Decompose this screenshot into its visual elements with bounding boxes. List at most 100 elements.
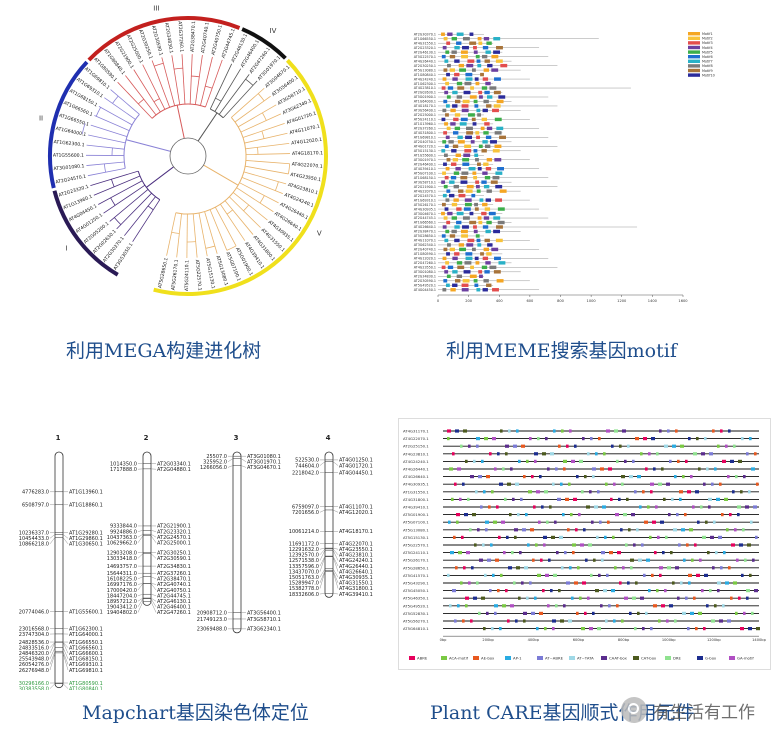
plantcare-element-mark [464, 513, 468, 517]
plantcare-element-mark [511, 551, 514, 555]
plantcare-element-mark [686, 543, 689, 547]
meme-motif-box [482, 202, 488, 207]
meme-motif-box [473, 50, 478, 54]
meme-motif-box [476, 288, 481, 292]
meme-motif-box [481, 117, 487, 122]
meme-motif-box [472, 171, 477, 175]
plantcare-element-mark [537, 437, 540, 441]
plantcare-element-mark [457, 467, 461, 471]
plantcare-element-mark [614, 566, 617, 570]
plantcare-element-mark [654, 551, 657, 555]
plantcare-element-mark [601, 551, 605, 555]
plantcare-element-mark [579, 459, 583, 463]
plantcare-element-mark [500, 429, 503, 433]
marker-position-label: 15382778.0 [289, 586, 319, 592]
plantcare-gene-label: AT5G15130.1 [403, 535, 429, 540]
meme-motif-box [483, 99, 489, 104]
meme-gene-label: AT5G15130.1 [414, 149, 436, 153]
meme-motif-box [486, 41, 492, 45]
tree-branch [204, 211, 218, 254]
plantcare-element-mark [745, 505, 749, 509]
meme-motif-box [485, 229, 491, 234]
plantcare-element-mark [608, 467, 612, 471]
meme-motif-box [462, 37, 470, 41]
plantcare-element-mark [651, 573, 654, 577]
marker-position-label: 18957212.0 [107, 599, 137, 605]
meme-motif-box [442, 140, 447, 144]
tree-branch-arc [114, 217, 122, 225]
marker-connector [319, 548, 326, 555]
meme-gene-label: AT1G66550.1 [414, 37, 436, 41]
plantcare-gene-label: AT5G26170.1 [403, 558, 429, 563]
meme-motif-box [497, 167, 504, 171]
meme-motif-box [441, 86, 446, 90]
tree-branch [117, 81, 153, 119]
meme-motif-box [484, 207, 491, 211]
plantcare-element-mark [727, 619, 731, 623]
plantcare-element-mark [627, 581, 630, 585]
plantcare-element-mark [504, 497, 507, 501]
plantcare-element-mark [467, 497, 470, 501]
meme-motif-box [469, 95, 477, 99]
tree-branch-arc [257, 147, 259, 155]
plantcare-element-mark [732, 490, 735, 494]
marker-position-label: 9333844.0 [110, 524, 137, 530]
meme-motif-box [445, 283, 450, 287]
meme-motif-box [465, 252, 473, 256]
meme-motif-box [474, 77, 479, 81]
meme-motif-box [485, 261, 491, 265]
plantcare-element-mark [483, 490, 486, 494]
plantcare-element-mark [447, 573, 450, 577]
plantcare-element-mark [716, 497, 720, 501]
plantcare-element-mark [510, 604, 514, 608]
marker-connector [137, 530, 144, 532]
tree-branch [243, 171, 287, 185]
marker-position-label: 1717888.0 [110, 467, 137, 473]
plantcare-element-mark [641, 543, 644, 547]
meme-motif-box [488, 211, 496, 216]
plantcare-element-mark [711, 482, 714, 486]
plantcare-axis-tick-label: 800bp [618, 638, 630, 642]
meme-motif-box [442, 225, 447, 229]
plantcare-element-mark [609, 551, 613, 555]
meme-motif-box [474, 104, 479, 108]
meme-motif-box [449, 247, 455, 252]
marker-connector [319, 570, 326, 583]
plantcare-element-mark [583, 528, 586, 532]
marker-position-label: 6508797.0 [22, 503, 49, 509]
meme-motif-box [456, 220, 462, 225]
plantcare-legend-swatch [569, 656, 575, 660]
plantcare-element-mark [565, 497, 569, 501]
meme-motif-box [460, 229, 468, 234]
plantcare-element-mark [672, 581, 675, 585]
marker-connector [49, 537, 56, 545]
plantcare-element-mark [481, 459, 484, 463]
plantcare-element-mark [714, 604, 717, 608]
plantcare-element-mark [616, 459, 619, 463]
tree-panel: I II III IV V AT3G53050.1 AT2G30370.1 AT2G02630… [0, 0, 380, 310]
plantcare-element-mark [461, 535, 464, 539]
plantcare-element-mark [618, 497, 621, 501]
meme-gene-label: AT4G31550.1 [414, 41, 436, 45]
meme-motif-box [462, 99, 470, 104]
plantcare-gene-label: AT4G26640.1 [403, 474, 429, 479]
plantcare-legend-swatch [633, 656, 639, 660]
marker-connector [137, 598, 144, 607]
meme-motif-box [458, 63, 465, 68]
plantcare-element-mark [640, 452, 643, 456]
plantcare-element-mark [629, 475, 633, 479]
meme-motif-box [486, 126, 493, 131]
tree-branch [171, 55, 181, 105]
tree-branch-arc [245, 78, 254, 86]
meme-motif-box [452, 144, 459, 149]
plantcare-element-mark [542, 589, 545, 593]
plantcare-element-mark [489, 452, 492, 456]
meme-motif-box [474, 153, 479, 157]
meme-motif-box [444, 175, 449, 180]
marker-gene-label: AT1G62300.1 [69, 626, 103, 632]
plantcare-axis-tick-label: 600bp [573, 638, 585, 642]
tree-branch [205, 59, 223, 108]
meme-motif-box [481, 180, 487, 184]
plantcare-element-mark [699, 558, 702, 562]
plantcare-element-mark [550, 452, 554, 456]
